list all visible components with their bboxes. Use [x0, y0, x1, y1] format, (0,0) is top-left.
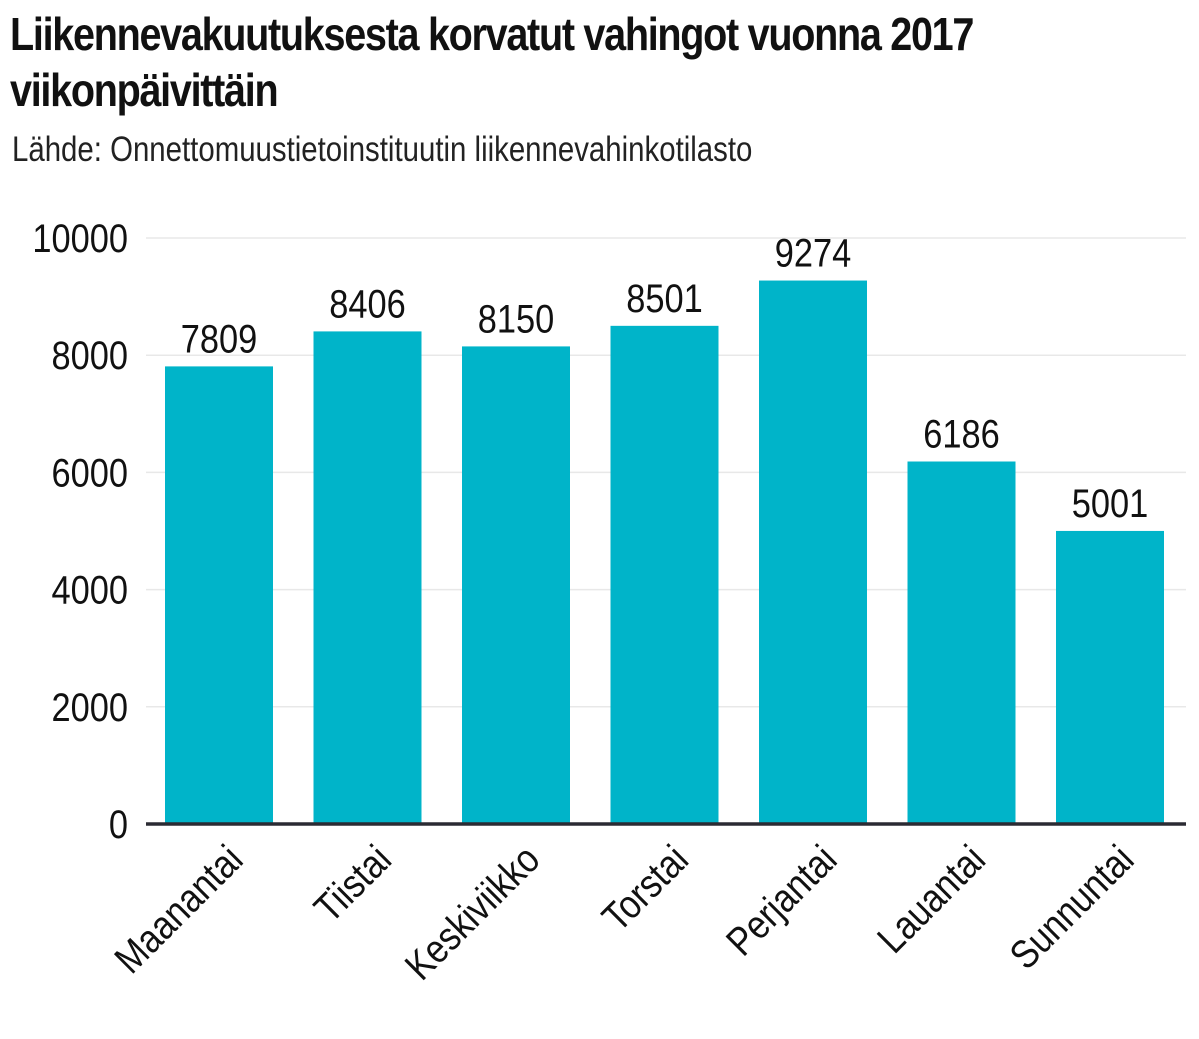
- chart-subtitle: Lähde: Onnettomuustietoinstituutin liike…: [12, 130, 753, 169]
- category-label: Perjantai: [717, 836, 845, 964]
- value-label: 9274: [775, 230, 852, 275]
- category-label: Keskiviikko: [396, 836, 548, 988]
- y-tick-label: 0: [109, 802, 128, 847]
- y-tick-label: 10000: [32, 216, 128, 261]
- bar-tiistai: [313, 331, 422, 824]
- y-axis-ticks: 0 2000 4000 6000 8000 10000: [32, 216, 128, 847]
- category-label: Sunnuntai: [1001, 836, 1142, 977]
- bar-sunnuntai: [1056, 530, 1164, 824]
- chart-title: Liikennevakuutuksesta korvatut vahingot …: [10, 8, 974, 116]
- y-tick-label: 2000: [51, 684, 128, 729]
- value-labels: 7809 8406 8150 8501 9274 6186 5001: [181, 230, 1149, 525]
- value-label: 8406: [329, 281, 406, 326]
- y-tick-label: 8000: [51, 333, 128, 378]
- bars: [165, 280, 1164, 825]
- bar-keskiviikko: [462, 346, 570, 824]
- category-label: Maanantai: [106, 836, 251, 981]
- category-label: Tiistai: [305, 836, 399, 930]
- bar-perjantai: [759, 280, 867, 825]
- y-tick-label: 6000: [51, 450, 128, 495]
- value-label: 8501: [626, 275, 703, 320]
- bar-torstai: [610, 325, 719, 824]
- category-label: Lauantai: [868, 836, 993, 961]
- value-label: 8150: [478, 296, 555, 341]
- category-label: Torstai: [593, 836, 696, 939]
- bar-lauantai: [907, 461, 1016, 824]
- value-label: 7809: [181, 316, 258, 361]
- value-label: 6186: [923, 411, 1000, 456]
- value-label: 5001: [1072, 480, 1149, 525]
- bar-maanantai: [165, 366, 273, 824]
- y-tick-label: 4000: [51, 567, 128, 612]
